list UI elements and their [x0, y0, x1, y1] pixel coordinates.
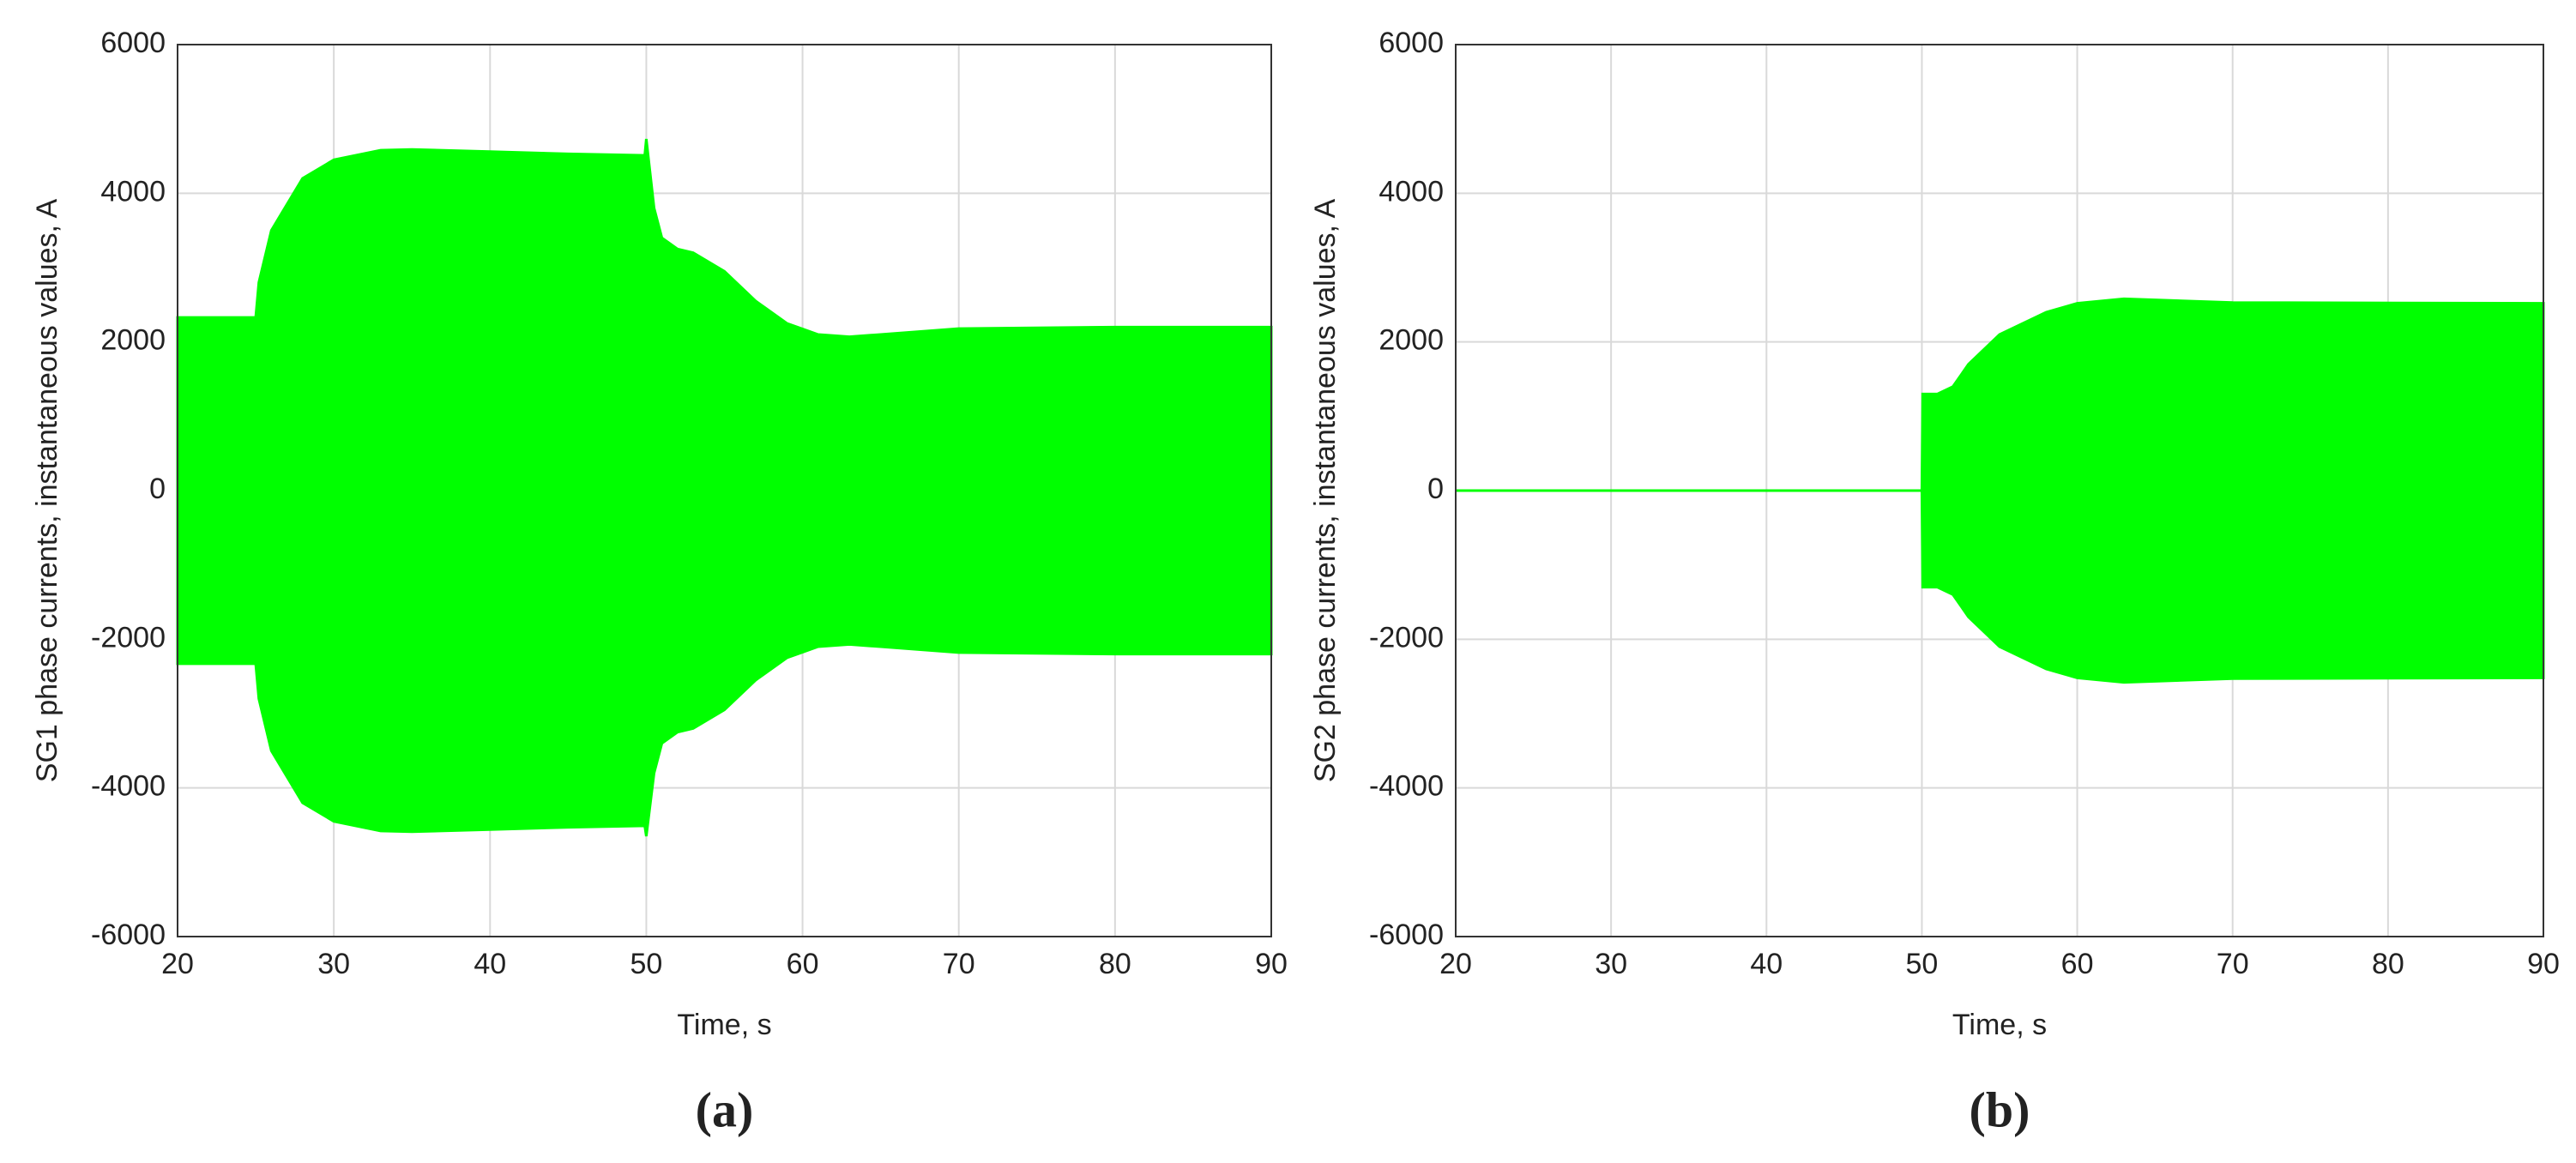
x-tick-label: 30 — [317, 948, 350, 980]
x-tick-label: 70 — [2217, 948, 2249, 980]
x-tick-label: 90 — [2527, 948, 2560, 980]
y-tick-label: 6000 — [1378, 27, 1444, 59]
y-tick-label: -4000 — [1369, 770, 1444, 803]
y-axis-label: SG1 phase currents, instantaneous values… — [31, 198, 63, 782]
y-tick-label: -4000 — [91, 770, 166, 803]
x-tick-label: 40 — [1750, 948, 1783, 980]
y-tick-label: 4000 — [100, 175, 166, 208]
y-tick-label: 2000 — [100, 324, 166, 357]
caption: (a) — [696, 1082, 754, 1137]
y-tick-label: 2000 — [1378, 324, 1444, 357]
y-tick-label: -2000 — [91, 621, 166, 654]
x-tick-label: 80 — [1099, 948, 1131, 980]
y-tick-label: -6000 — [1369, 919, 1444, 951]
x-tick-label: 50 — [630, 948, 663, 980]
x-tick-label: 20 — [161, 948, 194, 980]
y-tick-label: -6000 — [91, 919, 166, 951]
x-tick-label: 20 — [1439, 948, 1472, 980]
caption: (b) — [1970, 1082, 2030, 1137]
x-tick-label: 60 — [787, 948, 819, 980]
y-tick-label: 0 — [149, 473, 166, 505]
x-tick-label: 40 — [474, 948, 506, 980]
x-tick-label: 30 — [1595, 948, 1627, 980]
x-tick-label: 50 — [1906, 948, 1939, 980]
plot-frame — [1455, 44, 2544, 937]
y-tick-label: 6000 — [100, 27, 166, 59]
x-tick-label: 60 — [2061, 948, 2094, 980]
y-tick-label: 0 — [1427, 473, 1444, 505]
x-axis-label: Time, s — [1952, 1009, 2047, 1041]
y-tick-label: 4000 — [1378, 175, 1444, 208]
x-tick-label: 70 — [943, 948, 975, 980]
plot-frame — [177, 44, 1272, 937]
x-axis-label: Time, s — [677, 1009, 771, 1041]
x-tick-label: 90 — [1255, 948, 1288, 980]
y-axis-label: SG2 phase currents, instantaneous values… — [1309, 198, 1342, 782]
y-tick-label: -2000 — [1369, 621, 1444, 654]
x-tick-label: 80 — [2372, 948, 2404, 980]
